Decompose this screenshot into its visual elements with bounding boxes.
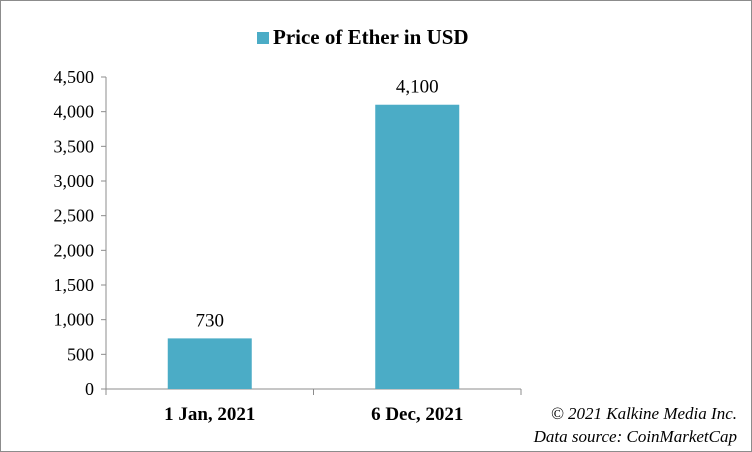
copyright-note: © 2021 Kalkine Media Inc. (550, 404, 737, 423)
data-label: 730 (196, 310, 225, 331)
y-tick-label: 2,000 (54, 240, 95, 260)
y-tick-label: 0 (85, 379, 94, 399)
legend-label: Price of Ether in USD (273, 25, 469, 49)
y-tick-label: 2,500 (54, 206, 95, 226)
y-tick-label: 3,000 (54, 171, 95, 191)
bar (167, 338, 252, 389)
y-tick-label: 1,500 (54, 275, 95, 295)
data-source-note: Data source: CoinMarketCap (533, 427, 737, 446)
y-tick-label: 3,500 (54, 136, 95, 156)
y-tick-label: 500 (67, 344, 94, 364)
data-label: 4,100 (396, 77, 439, 98)
legend-swatch (257, 31, 269, 44)
legend: Price of Ether in USD (257, 25, 469, 50)
y-tick-label: 1,000 (54, 310, 95, 330)
y-tick-label: 4,000 (54, 102, 95, 122)
x-tick-label: 1 Jan, 2021 (164, 404, 255, 425)
x-tick-label: 6 Dec, 2021 (371, 404, 463, 425)
bar (375, 104, 460, 389)
y-tick-label: 4,500 (54, 67, 95, 87)
